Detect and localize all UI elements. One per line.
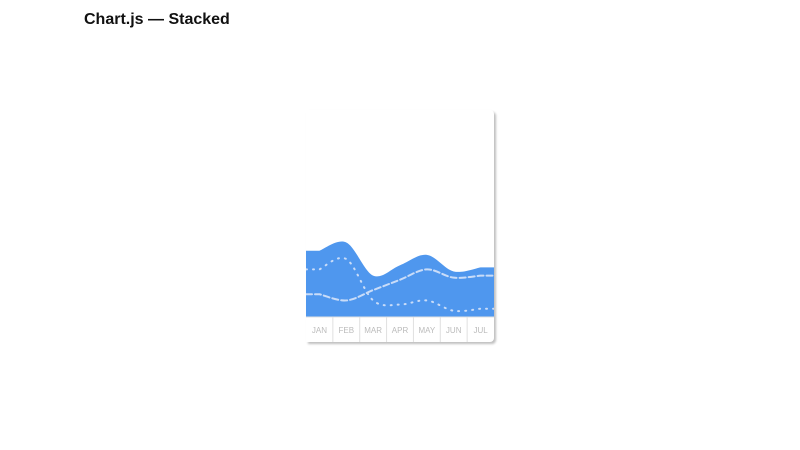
x-tick-label: FEB: [339, 326, 355, 335]
x-tick-label: MAY: [418, 326, 435, 335]
x-tick-label: JUL: [473, 326, 488, 335]
page-title: Chart.js — Stacked: [84, 11, 230, 28]
x-tick-label: APR: [392, 326, 409, 335]
stacked-area-chart: JAN FEB MAR APR MAY JUN JUL: [306, 241, 494, 342]
x-tick-label: MAR: [364, 326, 382, 335]
dashed-series-line: [306, 268, 494, 302]
dotted-series-line: [306, 256, 494, 313]
x-tick-label: JUN: [446, 326, 462, 335]
x-tick-label: JAN: [312, 326, 327, 335]
chart-card: JAN FEB MAR APR MAY JUN JUL: [306, 110, 494, 342]
